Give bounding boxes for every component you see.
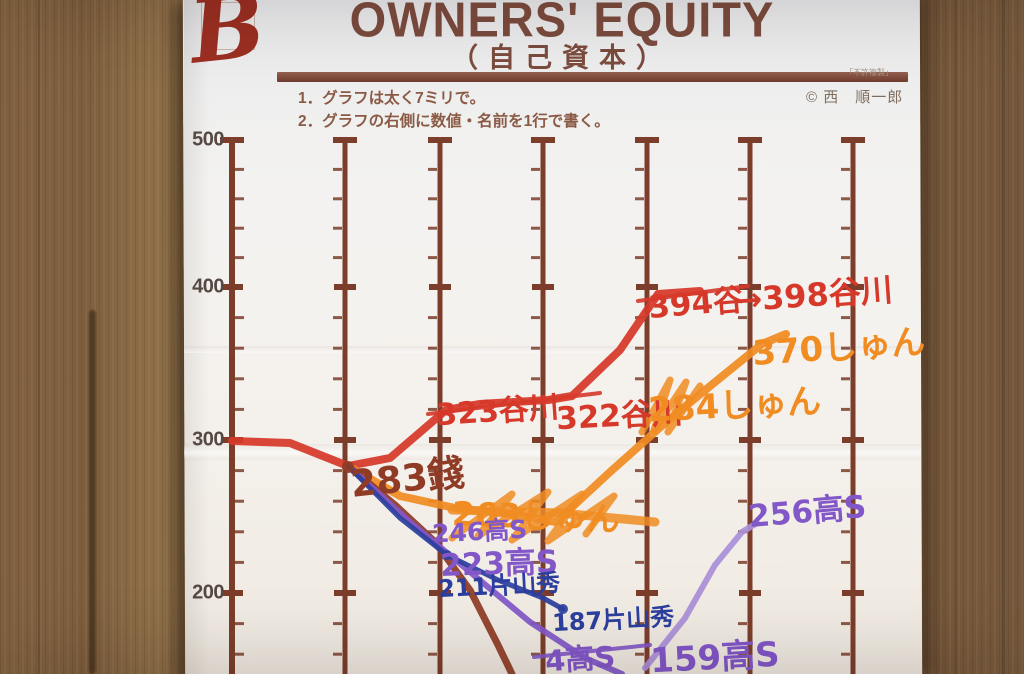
instruction-line-2: 2．グラフの右側に数値・名前を1行で書く。 — [298, 113, 610, 131]
y-axis-label: 400 — [192, 275, 224, 298]
poster-subtitle: （自己資本） — [451, 43, 673, 73]
copyright-name: © 西 順一郎 — [806, 89, 904, 106]
wood-crack — [89, 310, 96, 674]
annotation-6: 284しゅん — [647, 381, 823, 431]
annotation-12: 4高S — [544, 639, 617, 674]
grade-box-outline — [201, 2, 255, 50]
paper-shading — [184, 0, 210, 674]
wood-grain-seam — [1002, 0, 1005, 674]
paper-fold-crease — [184, 444, 921, 460]
annotation-2: 394谷 — [646, 281, 746, 327]
annotation-10: 211片山秀 — [437, 568, 561, 604]
title-divider-rule — [277, 72, 908, 82]
annotation-13: 159高S — [649, 634, 781, 674]
instruction-line-1: 1．グラフは太く7ミリで。 — [298, 90, 486, 107]
instructions: 1．グラフは太く7ミリで。 2．グラフの右側に数値・名前を1行で書く。 — [298, 87, 610, 134]
wood-grain-seam — [38, 0, 40, 674]
poster-title: OWNERS' EQUITY — [349, 0, 775, 48]
wood-grain-seam — [955, 0, 957, 674]
handwritten-grade-mark: B — [184, 0, 270, 84]
y-axis-label: 500 — [192, 128, 224, 151]
y-axis-label: 200 — [192, 581, 224, 604]
y-axis-label: 300 — [192, 428, 224, 451]
copyright-small-note: 「不許複製」 — [845, 68, 893, 77]
annotation-0: 323谷川 — [435, 389, 560, 434]
annotation-11: 187片山秀 — [551, 602, 675, 638]
